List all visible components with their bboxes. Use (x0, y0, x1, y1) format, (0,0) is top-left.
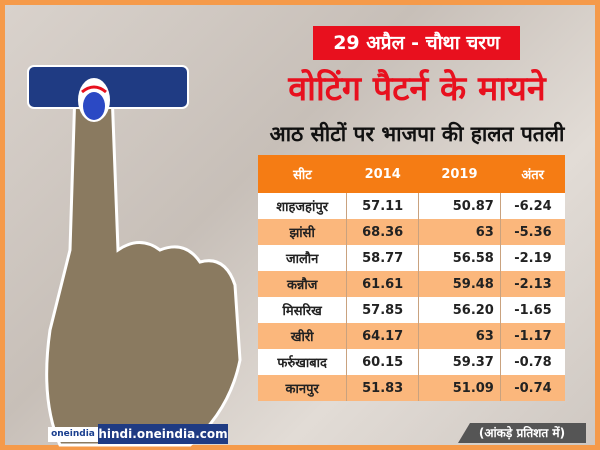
turnout-2014: 68.36 (346, 219, 419, 245)
table-row: फर्रुखाबाद 60.15 59.37 -0.78 (258, 349, 565, 375)
seat-name: मिसरिख (258, 297, 348, 323)
col-seat: सीट (258, 155, 347, 193)
table-row: शाहजहांपुर 57.11 50.87 -6.24 (258, 193, 565, 219)
difference: -1.65 (500, 297, 565, 323)
site-url: hindi.oneindia.com (98, 424, 228, 444)
date-stage-banner: 29 अप्रैल - चौथा चरण (313, 26, 520, 60)
seat-name: शाहजहांपुर (258, 193, 348, 219)
subheadline: आठ सीटों पर भाजपा की हालत पतली (269, 122, 565, 146)
difference: -0.74 (500, 375, 565, 401)
turnout-2019: 56.58 (418, 245, 501, 271)
turnout-2019: 56.20 (418, 297, 501, 323)
table-row: झांसी 68.36 63 -5.36 (258, 219, 565, 245)
col-2014: 2014 (346, 155, 419, 193)
turnout-2019: 59.37 (418, 349, 501, 375)
difference: -2.19 (500, 245, 565, 271)
headline: वोटिंग पैटर्न के मायने (288, 69, 546, 109)
table-row: मिसरिख 57.85 56.20 -1.65 (258, 297, 565, 323)
table-row: खीरी 64.17 63 -1.17 (258, 323, 565, 349)
table-row: कानपुर 51.83 51.09 -0.74 (258, 375, 565, 401)
units-note: (आंकड़े प्रतिशत में) (458, 423, 586, 443)
difference: -2.13 (500, 271, 565, 297)
turnout-table: सीट 2014 2019 अंतर शाहजहांपुर 57.11 50.87-… (258, 155, 565, 401)
turnout-2019: 63 (418, 323, 501, 349)
seat-name: फर्रुखाबाद (258, 349, 348, 375)
seat-name: झांसी (258, 219, 348, 245)
table-row: जालौन 58.77 56.58 -2.19 (258, 245, 565, 271)
seat-name: जालौन (258, 245, 348, 271)
difference: -6.24 (500, 193, 565, 219)
turnout-2019: 63 (418, 219, 501, 245)
table-header: सीट 2014 2019 अंतर (258, 155, 565, 193)
seat-name: कन्नौज (258, 271, 348, 297)
difference: -0.78 (500, 349, 565, 375)
turnout-2014: 64.17 (346, 323, 419, 349)
difference: -1.17 (500, 323, 565, 349)
turnout-2014: 57.11 (346, 193, 419, 219)
turnout-2019: 59.48 (418, 271, 501, 297)
turnout-2014: 57.85 (346, 297, 419, 323)
turnout-2014: 51.83 (346, 375, 419, 401)
turnout-2014: 60.15 (346, 349, 419, 375)
oneindia-logo: oneindia (48, 427, 98, 442)
col-2019: 2019 (418, 155, 501, 193)
table-row: कन्नौज 61.61 59.48 -2.13 (258, 271, 565, 297)
difference: -5.36 (500, 219, 565, 245)
turnout-2014: 61.61 (346, 271, 419, 297)
seat-name: कानपुर (258, 375, 348, 401)
turnout-2019: 51.09 (418, 375, 501, 401)
col-diff: अंतर (500, 155, 565, 193)
turnout-2014: 58.77 (346, 245, 419, 271)
voting-finger-icon (27, 65, 242, 447)
turnout-2019: 50.87 (418, 193, 501, 219)
seat-name: खीरी (258, 323, 348, 349)
